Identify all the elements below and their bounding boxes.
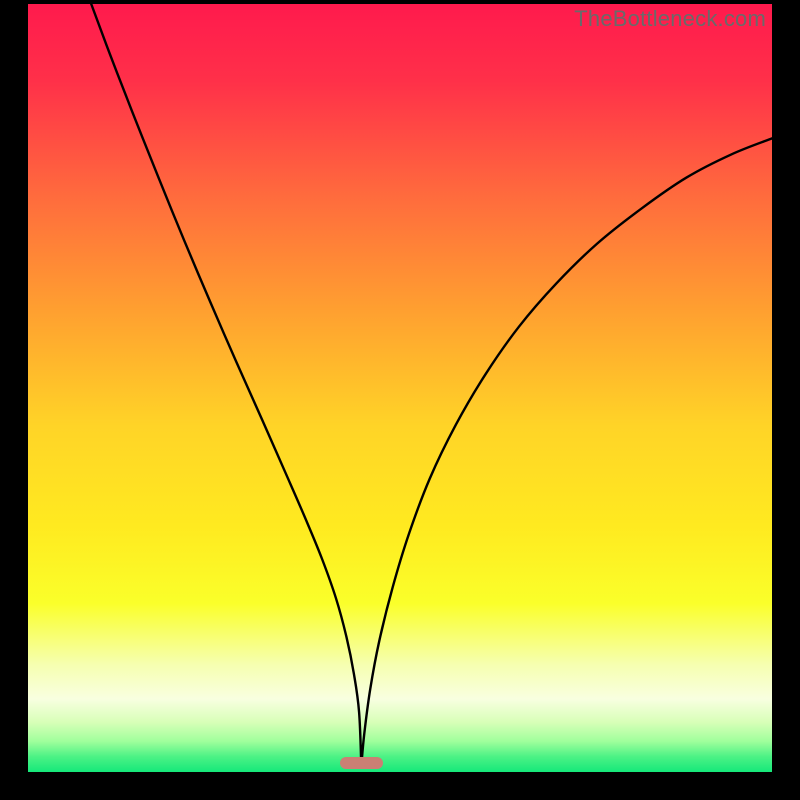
bottleneck-curve [28, 4, 772, 772]
plot-area [28, 4, 772, 772]
chart-frame: TheBottleneck.com [0, 0, 800, 800]
watermark-text: TheBottleneck.com [574, 6, 766, 32]
vertex-marker [340, 757, 382, 769]
